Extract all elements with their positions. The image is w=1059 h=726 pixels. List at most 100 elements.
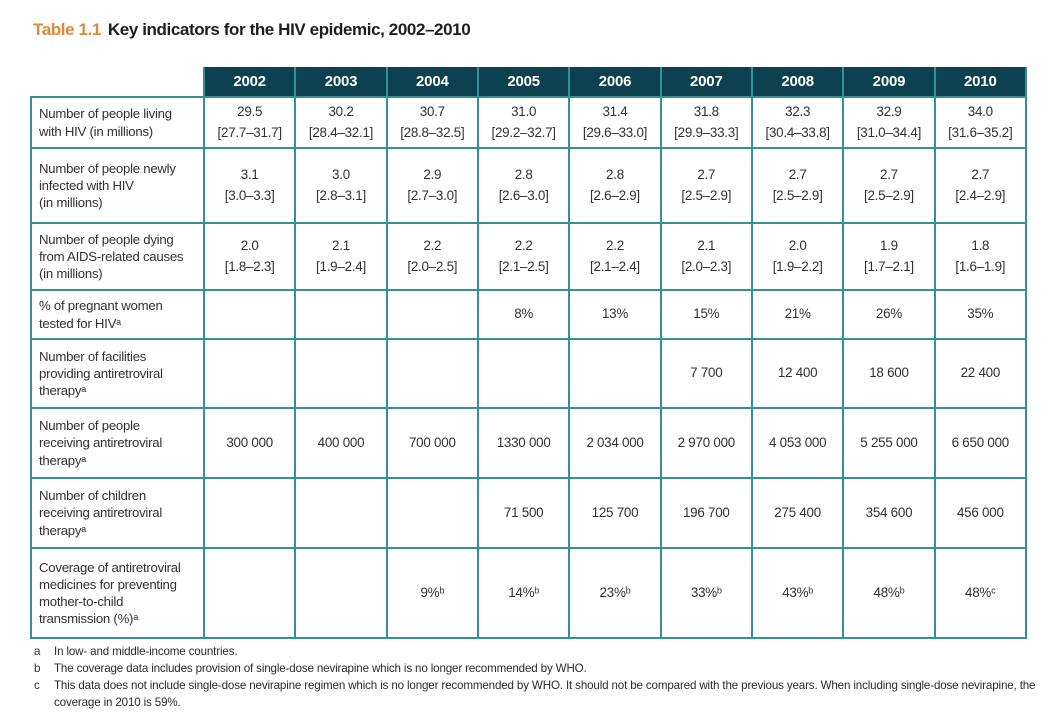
- data-cell: 456 000: [933, 477, 1028, 549]
- footnote-c: c This data does not include single-dose…: [34, 677, 1044, 711]
- year-header-2008: 2008: [750, 67, 845, 98]
- data-cell: 354 600: [842, 477, 936, 549]
- year-header-2010: 2010: [933, 67, 1028, 98]
- table-title-text: Key indicators for the HIV epidemic, 200…: [107, 20, 471, 39]
- year-header-2007: 2007: [659, 67, 753, 98]
- data-cell: 300 000: [202, 407, 297, 479]
- footnotes: a In low- and middle-income countries. b…: [34, 643, 1044, 711]
- data-cell: [202, 289, 297, 340]
- data-cell: 13%: [568, 289, 662, 340]
- data-cell: 35%: [933, 289, 1028, 340]
- year-header-2006: 2006: [568, 67, 662, 98]
- footnote-b: b The coverage data includes provision o…: [34, 660, 1044, 677]
- data-cell: 29.5 [27.7–31.7]: [202, 96, 297, 149]
- row-label: % of pregnant women tested for HIVᵃ: [30, 289, 205, 340]
- page-title: Table 1.1 Key indicators for the HIV epid…: [33, 20, 471, 40]
- row-label: Number of people newly infected with HIV…: [30, 147, 205, 224]
- data-cell: 48%ᵇ: [842, 547, 936, 639]
- data-cell: 2.1 [2.0–2.3]: [659, 222, 753, 291]
- footnote-marker: a: [34, 645, 41, 658]
- year-header-2005: 2005: [476, 67, 571, 98]
- row-label: Number of children receiving antiretrovi…: [30, 477, 205, 549]
- data-cell: 1.8 [1.6–1.9]: [933, 222, 1028, 291]
- row-label: Number of people dying from AIDS-related…: [30, 222, 205, 291]
- data-cell: 12 400: [750, 338, 845, 409]
- data-cell: 31.4 [29.6–33.0]: [568, 96, 662, 149]
- data-cell: 22 400: [933, 338, 1028, 409]
- data-cell: 71 500: [476, 477, 571, 549]
- data-cell: 18 600: [842, 338, 936, 409]
- data-cell: 14%ᵇ: [476, 547, 571, 639]
- data-cell: [202, 477, 297, 549]
- data-cell: [476, 338, 571, 409]
- row-children-receiving-art: Number of children receiving antiretrovi…: [30, 477, 1028, 549]
- data-cell: [202, 547, 297, 639]
- data-cell: 2.7 [2.5–2.9]: [750, 147, 845, 224]
- data-cell: 2.7 [2.4–2.9]: [933, 147, 1028, 224]
- row-label: Number of facilities providing antiretro…: [30, 338, 205, 409]
- data-cell: 21%: [750, 289, 845, 340]
- row-facilities-art: Number of facilities providing antiretro…: [30, 338, 1028, 409]
- data-cell: 23%ᵇ: [568, 547, 662, 639]
- data-cell: 2.7 [2.5–2.9]: [842, 147, 936, 224]
- data-cell: 30.7 [28.8–32.5]: [385, 96, 479, 149]
- data-cell: 2.9 [2.7–3.0]: [385, 147, 479, 224]
- footnote-a: a In low- and middle-income countries.: [34, 643, 1044, 660]
- data-cell: 1.9 [1.7–2.1]: [842, 222, 936, 291]
- row-pregnant-women-tested: % of pregnant women tested for HIVᵃ 8% 1…: [30, 289, 1028, 340]
- data-cell: 275 400: [750, 477, 845, 549]
- data-cell: 9%ᵇ: [385, 547, 479, 639]
- row-newly-infected: Number of people newly infected with HIV…: [30, 147, 1028, 224]
- footnote-text: This data does not include single-dose n…: [54, 679, 1036, 710]
- year-header-row: 2002 2003 2004 2005 2006 2007 2008 2009 …: [31, 67, 1028, 98]
- data-cell: 2.1 [1.9–2.4]: [294, 222, 388, 291]
- row-aids-deaths: Number of people dying from AIDS-related…: [30, 222, 1028, 291]
- corner-cell: [31, 67, 204, 97]
- data-cell: 6 650 000: [933, 407, 1028, 479]
- footnote-text: In low- and middle-income countries.: [54, 645, 238, 658]
- year-header-2002: 2002: [202, 67, 297, 98]
- data-cell: 2.8 [2.6–2.9]: [568, 147, 662, 224]
- data-cell: 26%: [842, 289, 936, 340]
- data-cell: 43%ᵇ: [750, 547, 845, 639]
- hiv-indicators-table: 2002 2003 2004 2005 2006 2007 2008 2009 …: [30, 67, 1028, 639]
- data-cell: 400 000: [294, 407, 388, 479]
- data-cell: 3.0 [2.8–3.1]: [294, 147, 388, 224]
- data-cell: 30.2 [28.4–32.1]: [294, 96, 388, 149]
- data-cell: 48%ᶜ: [933, 547, 1028, 639]
- data-cell: 2.2 [2.1–2.4]: [568, 222, 662, 291]
- data-cell: [294, 477, 388, 549]
- data-cell: 31.0 [29.2–32.7]: [476, 96, 571, 149]
- footnote-text: The coverage data includes provision of …: [54, 662, 587, 676]
- data-cell: 2.8 [2.6–3.0]: [476, 147, 571, 224]
- data-cell: 31.8 [29.9–33.3]: [659, 96, 753, 149]
- data-cell: 32.9 [31.0–34.4]: [842, 96, 936, 149]
- data-cell: 7 700: [659, 338, 753, 409]
- data-cell: 2.7 [2.5–2.9]: [659, 147, 753, 224]
- data-cell: [294, 289, 388, 340]
- data-cell: 1330 000: [476, 407, 571, 479]
- year-header-2009: 2009: [842, 67, 936, 98]
- row-label: Coverage of antiretroviral medicines for…: [30, 547, 205, 639]
- data-cell: 196 700: [659, 477, 753, 549]
- data-cell: 2.2 [2.1–2.5]: [476, 222, 571, 291]
- row-people-living-with-hiv: Number of people living with HIV (in mil…: [30, 96, 1028, 149]
- row-label: Number of people receiving antiretrovira…: [30, 407, 205, 479]
- footnote-marker: b: [34, 662, 41, 676]
- data-cell: [385, 289, 479, 340]
- row-pmtct-coverage: Coverage of antiretroviral medicines for…: [30, 547, 1028, 639]
- data-cell: [385, 338, 479, 409]
- data-cell: [385, 477, 479, 549]
- data-cell: 2.0 [1.9–2.2]: [750, 222, 845, 291]
- row-people-receiving-art: Number of people receiving antiretrovira…: [30, 407, 1028, 479]
- data-cell: 33%ᵇ: [659, 547, 753, 639]
- footnote-marker: c: [34, 679, 40, 693]
- year-header-2004: 2004: [385, 67, 479, 98]
- data-cell: [568, 338, 662, 409]
- data-cell: 2.0 [1.8–2.3]: [202, 222, 297, 291]
- table-number-label: Table 1.1: [33, 20, 101, 39]
- data-cell: 5 255 000: [842, 407, 936, 479]
- data-cell: 34.0 [31.6–35.2]: [933, 96, 1028, 149]
- data-cell: 8%: [476, 289, 571, 340]
- data-cell: [294, 547, 388, 639]
